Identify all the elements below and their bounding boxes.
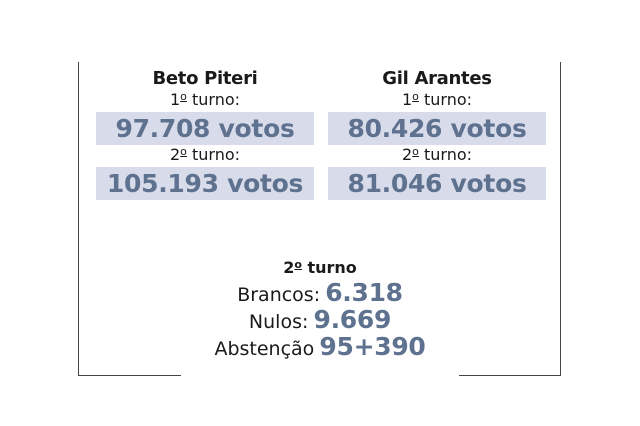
round-label-text: turno:	[418, 90, 473, 109]
summary-title-text: turno	[301, 258, 357, 277]
candidate-name: Beto Piteri	[152, 68, 258, 89]
summary-title: 2o turno	[180, 257, 460, 279]
summary-label: Nulos:	[248, 311, 309, 333]
first-round-votes: 97.708 votos	[96, 112, 314, 145]
second-round-votes: 105.193 votos	[96, 167, 314, 200]
round-label-text: turno:	[186, 145, 241, 164]
candidate-column-beto-piteri: Beto Piteri 1o turno: 97.708 votos 2o tu…	[96, 68, 314, 200]
frame-right-border	[560, 62, 561, 375]
ordinal-suffix: o	[412, 145, 419, 158]
ordinal-suffix: o	[180, 90, 187, 103]
round-label-text: turno:	[418, 145, 473, 164]
ordinal-suffix: o	[412, 90, 419, 103]
frame-left-border	[78, 62, 79, 375]
second-round-summary: 2o turno Brancos: 6.318 Nulos: 9.669 Abs…	[180, 257, 460, 360]
summary-label: Brancos:	[237, 284, 321, 306]
summary-label: Abstenção	[214, 338, 315, 360]
candidate-column-gil-arantes: Gil Arantes 1o turno: 80.426 votos 2o tu…	[328, 68, 546, 200]
summary-row-nulos: Nulos: 9.669	[180, 306, 460, 333]
second-round-votes: 81.046 votos	[328, 167, 546, 200]
first-round-label: 1o turno:	[328, 90, 546, 110]
first-round-label: 1o turno:	[96, 90, 314, 110]
round-ordinal: 2	[401, 145, 413, 164]
first-round-votes: 80.426 votos	[328, 112, 546, 145]
second-round-label: 2o turno:	[96, 145, 314, 165]
summary-value: 9.669	[313, 305, 392, 334]
round-label-text: turno:	[186, 90, 241, 109]
ordinal-suffix: o	[180, 145, 187, 158]
candidate-name: Gil Arantes	[382, 68, 492, 89]
summary-row-brancos: Brancos: 6.318	[180, 279, 460, 306]
summary-title-ordinal: 2	[283, 258, 295, 277]
summary-value: 6.318	[325, 278, 403, 307]
summary-row-abstencao: Abstenção 95+390	[180, 333, 460, 360]
summary-title-suffix: o	[294, 258, 302, 271]
round-ordinal: 2	[169, 145, 181, 164]
frame-bottom-left-border	[78, 375, 181, 376]
round-ordinal: 1	[169, 90, 181, 109]
round-ordinal: 1	[401, 90, 413, 109]
frame-bottom-right-border	[459, 375, 561, 376]
summary-value: 95+390	[319, 332, 426, 361]
second-round-label: 2o turno:	[328, 145, 546, 165]
